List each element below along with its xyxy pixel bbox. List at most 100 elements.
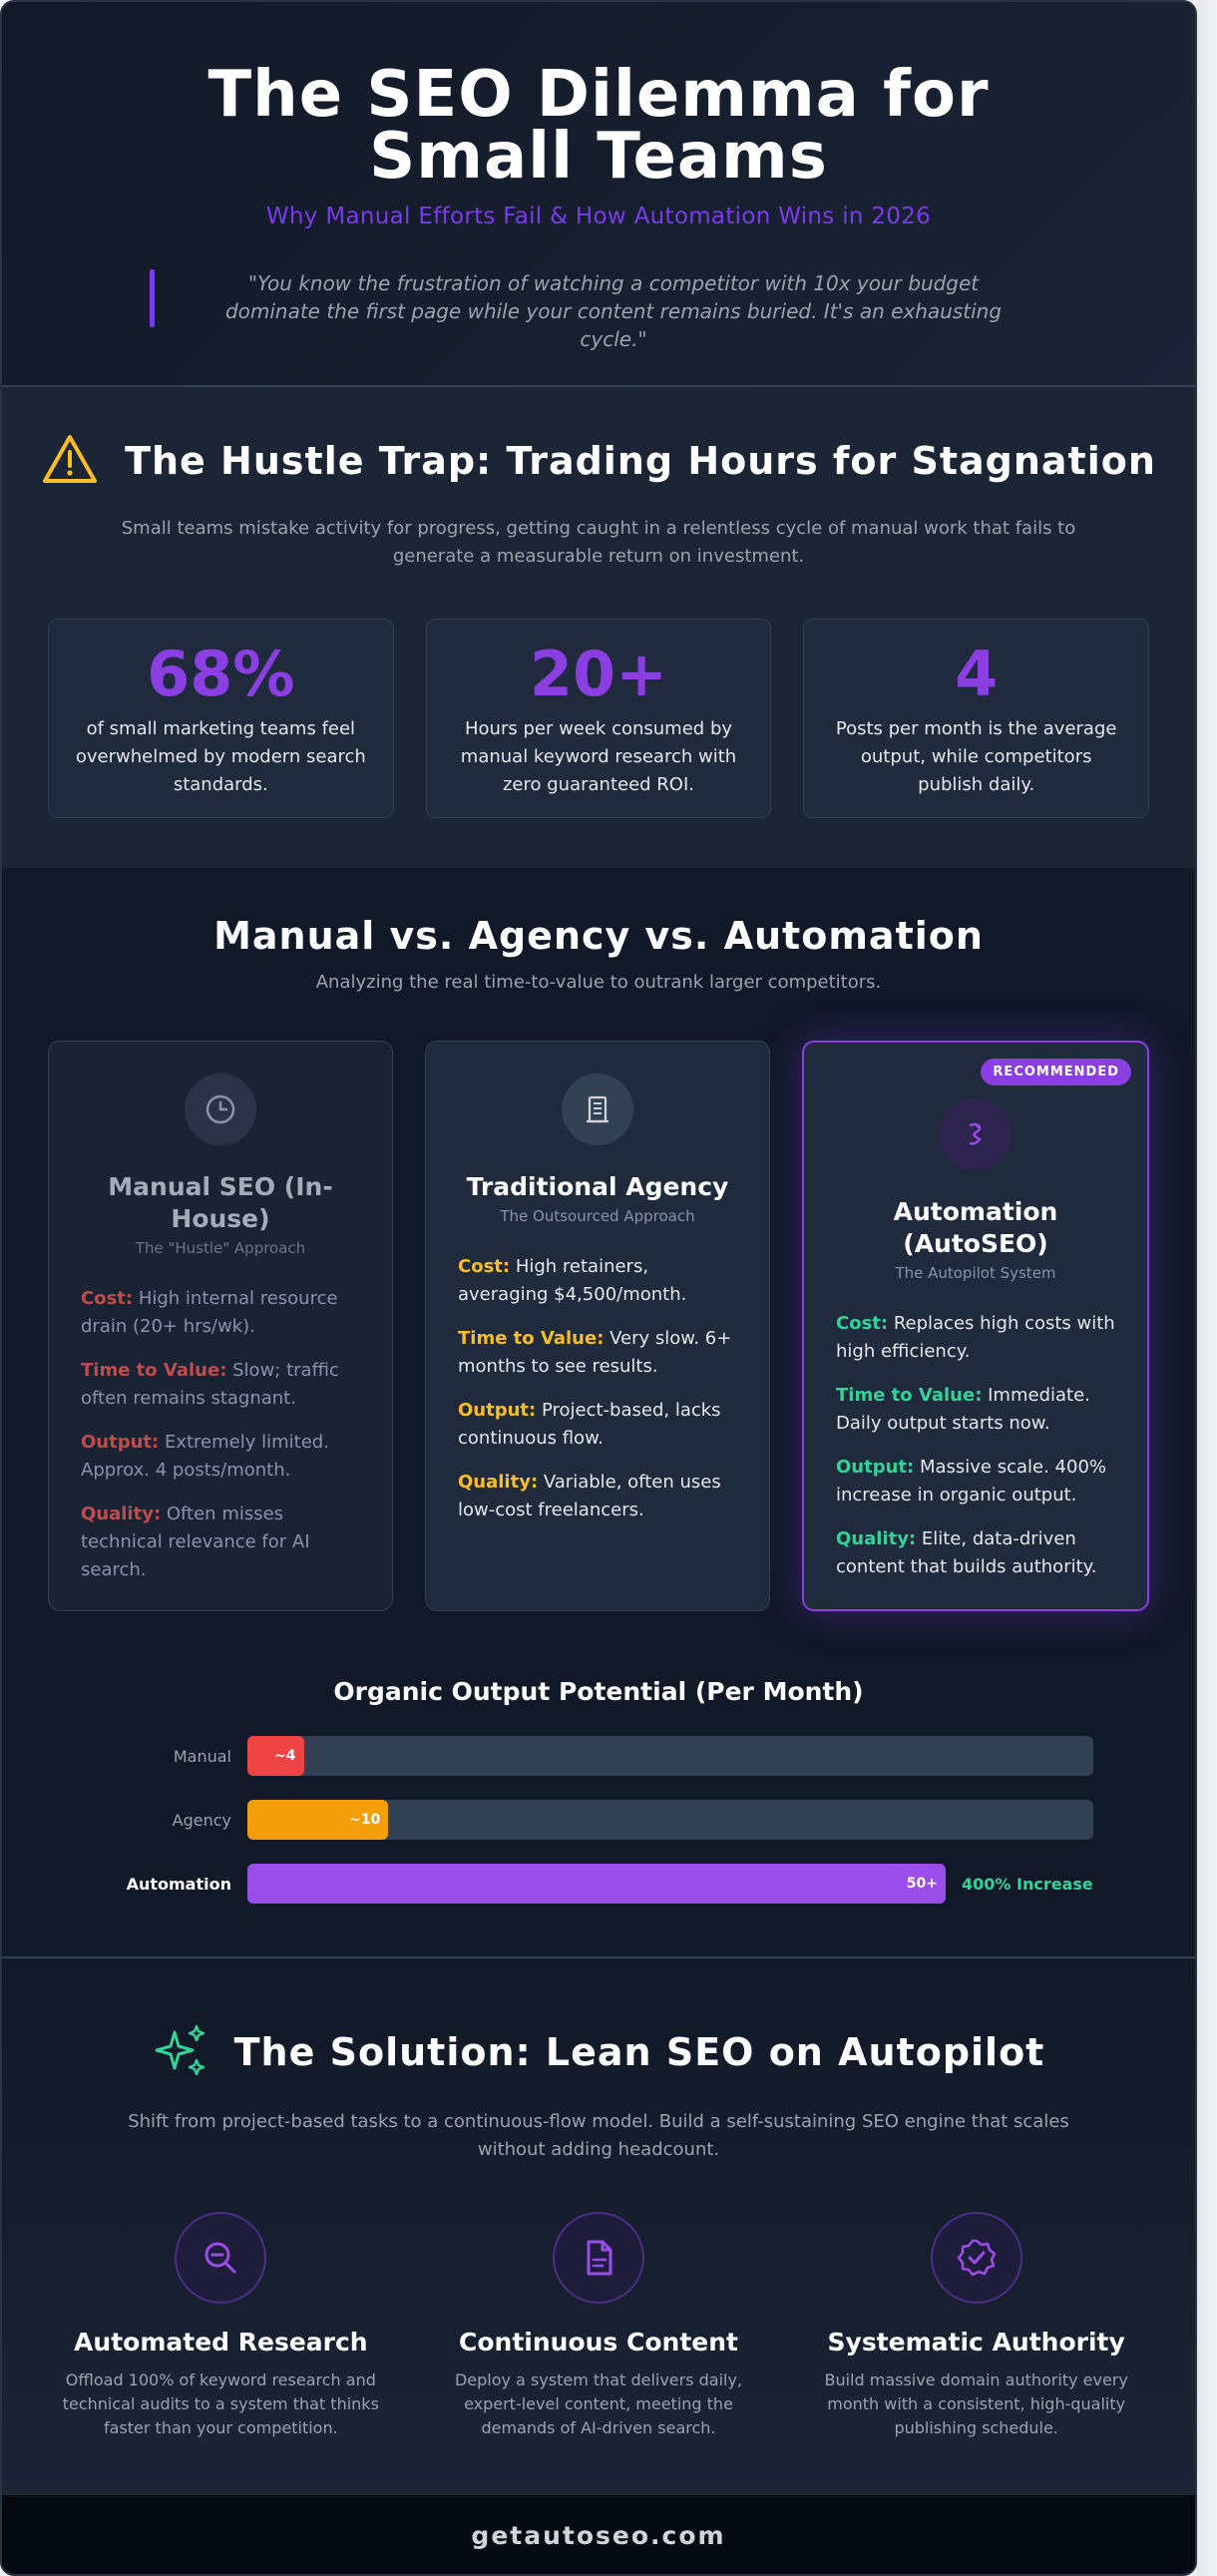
point-text: Immediate. Daily output starts now.: [836, 1385, 1090, 1434]
point-output: Output: Extremely limited. Approx. 4 pos…: [81, 1429, 360, 1485]
card-title: Manual SEO (In-House): [108, 1172, 333, 1233]
solution-heading: The Solution: Lean SEO on Autopilot: [2, 2022, 1195, 2082]
bar-row: Manual ~4: [48, 1736, 1149, 1776]
card-tagline: The Outsourced Approach: [500, 1207, 695, 1225]
card-title: Automation (AutoSEO): [893, 1197, 1058, 1258]
footer: getautoseo.com: [2, 2495, 1195, 2574]
point-output: Output: Project-based, lacks continuous …: [458, 1397, 737, 1453]
card-tagline: The Autopilot System: [895, 1264, 1056, 1282]
bar-value-label: ~10: [349, 1812, 381, 1828]
card-title: Traditional Agency: [466, 1172, 729, 1201]
bar-track: ~10: [247, 1800, 1093, 1840]
badge-check-icon: [930, 2212, 1022, 2304]
card-points: Cost: Replaces high costs with high effi…: [836, 1310, 1115, 1581]
point-quality: Quality: Often misses technical relevanc…: [81, 1501, 360, 1584]
bar-row: Agency ~10: [48, 1800, 1149, 1840]
document-icon: [553, 2212, 644, 2304]
point-label: Time to Value:: [81, 1360, 227, 1381]
solution-title: The Solution: Lean SEO on Autopilot: [233, 2030, 1045, 2074]
page-edge: [1197, 0, 1217, 2576]
warning-triangle-icon: [41, 433, 99, 489]
point-label: Output:: [458, 1400, 537, 1421]
card-points: Cost: High internal resource drain (20+ …: [81, 1285, 360, 1584]
point-label: Cost:: [458, 1256, 511, 1277]
page-subtitle: Why Manual Efforts Fail & How Automation…: [265, 204, 932, 229]
stats-row: 68% of small marketing teams feel overwh…: [48, 619, 1150, 818]
recommended-badge: RECOMMENDED: [981, 1059, 1131, 1085]
point-time: Time to Value: Very slow. 6+ months to s…: [458, 1325, 737, 1381]
feature-text: Deploy a system that delivers daily, exp…: [454, 2370, 743, 2437]
point-text: High retainers, averaging $4,500/month.: [458, 1256, 687, 1305]
point-label: Quality:: [458, 1472, 539, 1493]
comparison-subtitle: Analyzing the real time-to-value to outr…: [315, 972, 882, 993]
card-tagline: The "Hustle" Approach: [135, 1239, 306, 1257]
feature-text: Offload 100% of keyword research and tec…: [62, 2370, 379, 2437]
sparkles-icon: [153, 2022, 208, 2082]
comparison-title: Manual vs. Agency vs. Automation: [213, 914, 984, 958]
feature-title: Automated Research: [74, 2328, 368, 2357]
automation-card: RECOMMENDED Automation (AutoSEO) The Aut…: [802, 1041, 1149, 1611]
bar-category-label: Agency: [172, 1810, 231, 1830]
bar-automation: 50+: [247, 1864, 946, 1904]
point-label: Output:: [836, 1457, 915, 1478]
point-label: Time to Value:: [836, 1385, 983, 1406]
point-text: Very slow. 6+ months to see results.: [458, 1328, 732, 1377]
page-title: The SEO Dilemma for Small Teams: [207, 58, 990, 194]
output-chart: Organic Output Potential (Per Month) Man…: [48, 1677, 1149, 1904]
features-row: Automated Research Offload 100% of keywo…: [48, 2212, 1149, 2440]
stat-card: 4 Posts per month is the average output,…: [803, 619, 1150, 818]
feature-continuous-content: Continuous Content Deploy a system that …: [426, 2212, 772, 2440]
solution-section: The Solution: Lean SEO on Autopilot Shif…: [2, 1956, 1195, 2495]
chart-bars: Manual ~4 Agency ~10 Automation 50+ 400% Incre…: [48, 1736, 1149, 1904]
chart-title: Organic Output Potential (Per Month): [333, 1677, 864, 1706]
increase-annotation: 400% Increase: [962, 1874, 1093, 1894]
feature-title: Continuous Content: [459, 2328, 738, 2357]
hero-quote: "You know the frustration of watching a …: [150, 269, 1047, 353]
agency-card: Traditional Agency The Outsourced Approa…: [425, 1041, 770, 1611]
point-output: Output: Massive scale. 400% increase in …: [836, 1454, 1115, 1509]
robot-icon: [940, 1098, 1012, 1170]
hustle-section: The Hustle Trap: Trading Hours for Stagn…: [2, 387, 1195, 868]
hustle-description: Small teams mistake activity for progres…: [121, 518, 1076, 567]
point-cost: Cost: High retainers, averaging $4,500/m…: [458, 1253, 737, 1309]
comparison-section: Manual vs. Agency vs. Automation Analyzi…: [2, 868, 1195, 1956]
comparison-columns: Manual SEO (In-House) The "Hustle" Appro…: [48, 1041, 1149, 1611]
feature-systematic-authority: Systematic Authority Build massive domai…: [803, 2212, 1149, 2440]
bar-manual: ~4: [247, 1736, 304, 1776]
point-text: Extremely limited. Approx. 4 posts/month…: [81, 1432, 329, 1481]
point-text: Project-based, lacks continuous flow.: [458, 1400, 721, 1449]
point-text: Variable, often uses low-cost freelancer…: [458, 1472, 721, 1520]
solution-description: Shift from project-based tasks to a cont…: [128, 2111, 1069, 2160]
feature-text: Build massive domain authority every mon…: [824, 2370, 1128, 2437]
point-text: Replaces high costs with high efficiency…: [836, 1313, 1115, 1362]
point-label: Cost:: [81, 1288, 134, 1309]
bar-category-label: Automation: [126, 1874, 231, 1894]
point-text: Often misses technical relevance for AI …: [81, 1503, 310, 1580]
bar-row: Automation 50+ 400% Increase: [48, 1864, 1149, 1904]
point-cost: Cost: Replaces high costs with high effi…: [836, 1310, 1115, 1366]
feature-title: Systematic Authority: [827, 2328, 1125, 2357]
manual-seo-card: Manual SEO (In-House) The "Hustle" Appro…: [48, 1041, 393, 1611]
point-text: High internal resource drain (20+ hrs/wk…: [81, 1288, 338, 1337]
stat-card: 20+ Hours per week consumed by manual ke…: [425, 619, 772, 818]
bar-value-label: 50+: [906, 1876, 938, 1892]
point-cost: Cost: High internal resource drain (20+ …: [81, 1285, 360, 1341]
stat-text: of small marketing teams feel overwhelme…: [75, 718, 366, 795]
point-quality: Quality: Variable, often uses low-cost f…: [458, 1469, 737, 1524]
point-text: Slow; traffic often remains stagnant.: [81, 1360, 339, 1409]
bar-category-label: Manual: [173, 1746, 231, 1766]
point-label: Cost:: [836, 1313, 889, 1334]
point-time: Time to Value: Slow; traffic often remai…: [81, 1357, 360, 1413]
bar-track: ~4: [247, 1736, 1093, 1776]
point-label: Time to Value:: [458, 1328, 605, 1349]
point-quality: Quality: Elite, data-driven content that…: [836, 1525, 1115, 1581]
point-label: Output:: [81, 1432, 160, 1453]
footer-domain-link[interactable]: getautoseo.com: [471, 2521, 726, 2550]
card-points: Cost: High retainers, averaging $4,500/m…: [458, 1253, 737, 1524]
stat-card: 68% of small marketing teams feel overwh…: [48, 619, 394, 818]
stat-text: Hours per week consumed by manual keywor…: [460, 718, 737, 795]
hustle-title: The Hustle Trap: Trading Hours for Stagn…: [125, 439, 1156, 483]
clock-icon: [185, 1073, 256, 1145]
stat-value: 68%: [147, 638, 295, 710]
